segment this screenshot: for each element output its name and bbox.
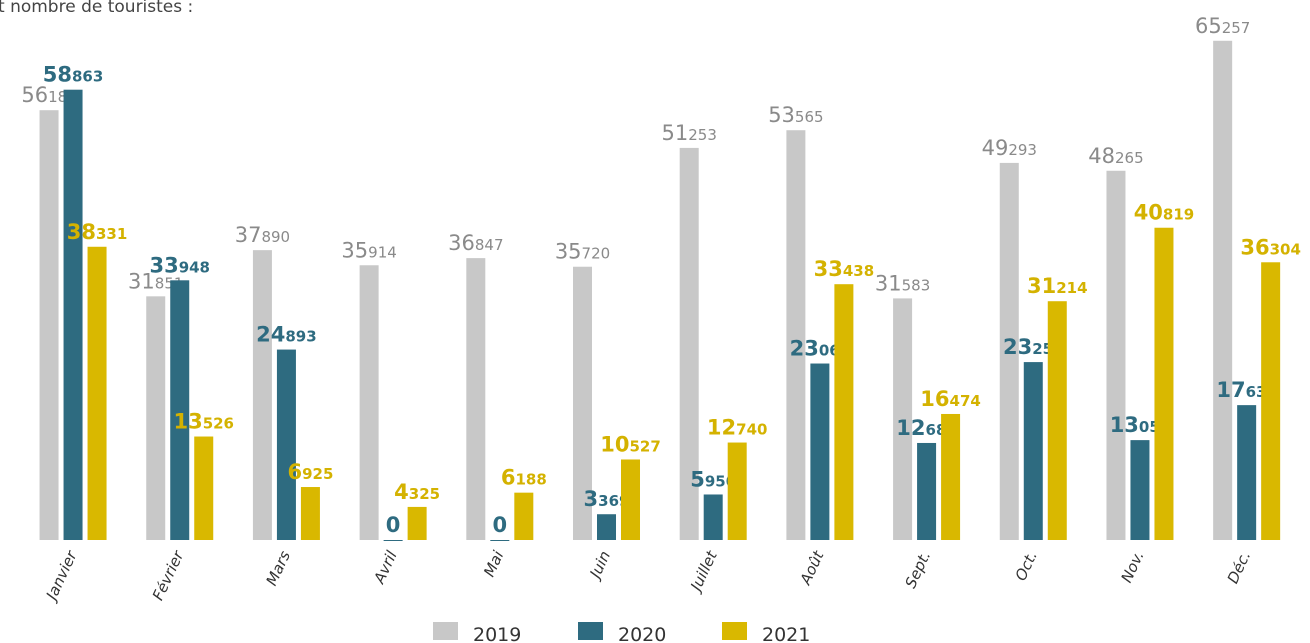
value-label: 51253 xyxy=(662,121,717,145)
value-label: 13526 xyxy=(173,410,234,434)
value-label: 12740 xyxy=(707,416,768,440)
bar xyxy=(252,250,272,541)
bar xyxy=(786,130,806,540)
value-label: 65257 xyxy=(1195,14,1250,38)
value-label: 53565 xyxy=(768,103,823,127)
x-tick-label: Août xyxy=(796,547,828,588)
x-tick-label: Sept. xyxy=(901,548,934,591)
chart-title: t nombre de touristes : xyxy=(0,0,193,17)
x-tick-label: Avril xyxy=(370,547,401,587)
bar xyxy=(810,363,830,540)
bar xyxy=(39,110,59,540)
value-label: 6925 xyxy=(287,460,333,484)
bar xyxy=(1237,405,1257,540)
value-label: 58863 xyxy=(43,63,104,87)
legend-label: 2019 xyxy=(473,624,521,643)
bar xyxy=(999,162,1019,540)
x-tick-label: Janvier xyxy=(41,547,81,605)
bar xyxy=(407,506,427,540)
bar xyxy=(170,280,190,540)
bar xyxy=(917,442,937,540)
bar xyxy=(573,266,593,540)
bar xyxy=(466,258,486,540)
bar xyxy=(146,296,166,540)
bar xyxy=(1023,362,1043,540)
bar xyxy=(834,284,854,540)
bar xyxy=(703,494,723,540)
bar xyxy=(727,442,747,540)
x-tick-label: Février xyxy=(149,547,188,603)
bar xyxy=(1154,227,1174,540)
legend-swatch xyxy=(578,622,603,640)
bar xyxy=(1261,262,1281,540)
bar xyxy=(63,89,83,540)
bar xyxy=(514,492,534,540)
bar xyxy=(87,246,107,540)
value-label: 31583 xyxy=(875,271,930,295)
legend-label: 2020 xyxy=(618,624,666,643)
bar xyxy=(1047,301,1067,540)
x-tick-label: Mars xyxy=(262,548,294,589)
value-label: 38331 xyxy=(67,220,128,244)
value-label: 33948 xyxy=(149,253,210,277)
value-label: 37890 xyxy=(235,223,290,247)
bar xyxy=(1213,40,1233,541)
x-tick-label: Déc. xyxy=(1224,548,1255,586)
bar xyxy=(893,298,913,540)
x-tick-label: Nov. xyxy=(1117,548,1147,585)
x-tick-label: Mai xyxy=(480,547,508,579)
value-label: 0 xyxy=(493,513,508,537)
value-label: 40819 xyxy=(1134,201,1195,225)
value-label: 48265 xyxy=(1088,144,1143,168)
bar xyxy=(679,147,699,540)
bar xyxy=(276,349,296,540)
value-label: 36847 xyxy=(448,231,503,255)
bar xyxy=(1130,440,1150,540)
bar xyxy=(621,459,641,540)
value-label: 6188 xyxy=(501,466,547,490)
legend-label: 2021 xyxy=(762,624,810,643)
bar xyxy=(300,487,320,540)
value-label: 33438 xyxy=(814,257,875,281)
value-label: 4325 xyxy=(394,480,440,504)
value-label: 35914 xyxy=(341,238,396,262)
x-tick-label: Juillet xyxy=(686,547,722,596)
value-label: 35720 xyxy=(555,240,610,264)
value-label: 31214 xyxy=(1027,274,1088,298)
bar xyxy=(194,436,214,540)
x-tick-label: Oct. xyxy=(1012,548,1041,583)
bar xyxy=(597,514,617,540)
bar xyxy=(359,265,379,540)
value-label: 16474 xyxy=(920,387,981,411)
value-label: 49293 xyxy=(982,136,1037,160)
bar xyxy=(941,413,961,540)
bar xyxy=(383,540,403,541)
bar xyxy=(490,540,510,541)
legend-swatch xyxy=(433,622,458,640)
value-label: 0 xyxy=(386,513,401,537)
value-label: 10527 xyxy=(600,432,661,456)
bar xyxy=(1106,170,1126,540)
x-tick-label: Juin xyxy=(585,548,614,583)
value-label: 24893 xyxy=(256,323,317,347)
legend-swatch xyxy=(722,622,747,640)
value-label: 36304 xyxy=(1240,235,1301,259)
